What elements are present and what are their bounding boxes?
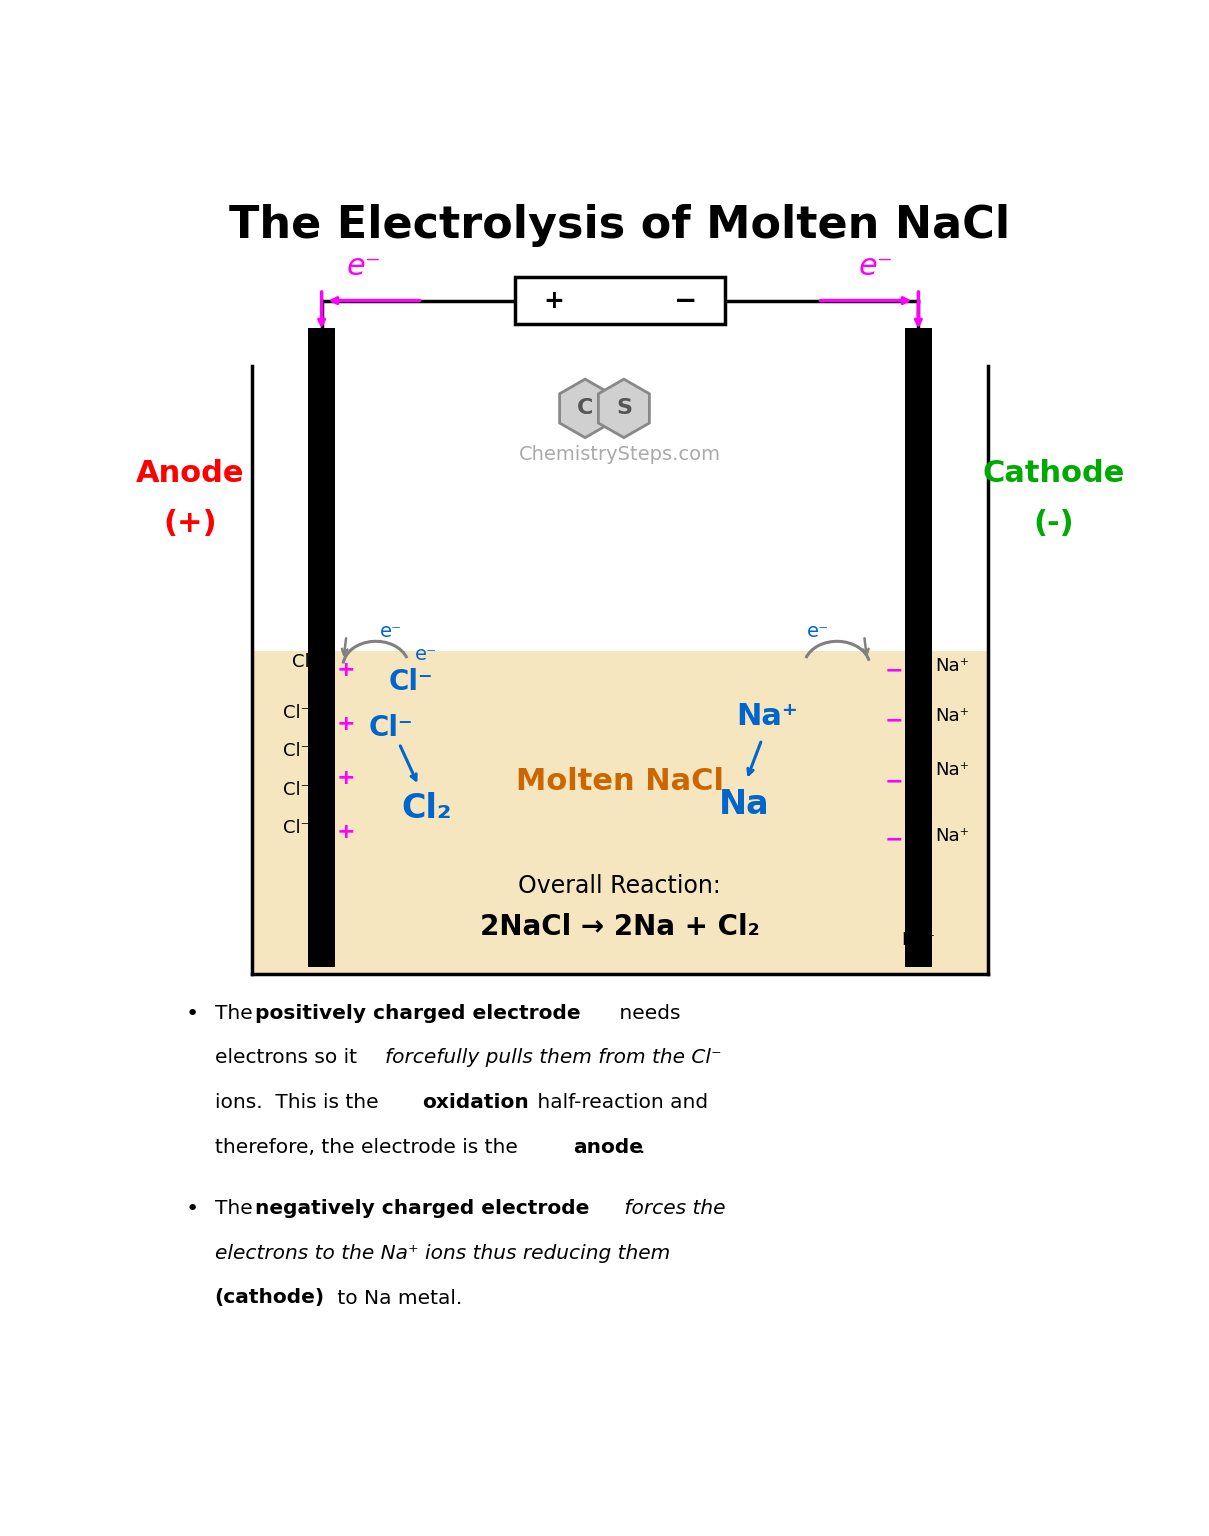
- Text: S: S: [615, 398, 632, 418]
- Text: forcefully pulls them from the Cl⁻: forcefully pulls them from the Cl⁻: [386, 1048, 722, 1068]
- Text: Cl⁻: Cl⁻: [283, 703, 310, 722]
- Text: +: +: [337, 660, 355, 680]
- Text: The: The: [215, 1003, 259, 1023]
- Text: oxidation: oxidation: [422, 1094, 530, 1112]
- Text: •: •: [186, 1003, 199, 1023]
- Text: −: −: [884, 660, 903, 680]
- Text: Na⁺: Na⁺: [902, 931, 936, 949]
- Text: Na: Na: [718, 788, 769, 822]
- Text: Na⁺: Na⁺: [936, 826, 970, 845]
- Text: e⁻: e⁻: [858, 252, 893, 281]
- Text: −: −: [884, 829, 903, 849]
- Text: to Na metal.: to Na metal.: [331, 1289, 462, 1307]
- Text: Overall Reaction:: Overall Reaction:: [519, 874, 721, 897]
- Text: Na⁺: Na⁺: [936, 657, 970, 676]
- Text: negatively charged electrode: negatively charged electrode: [255, 1200, 589, 1218]
- Text: (cathode): (cathode): [215, 1289, 325, 1307]
- Bar: [904, 327, 932, 966]
- Text: ions.  This is the: ions. This is the: [215, 1094, 384, 1112]
- Text: e⁻: e⁻: [381, 622, 403, 641]
- Bar: [515, 278, 724, 324]
- Text: positively charged electrode: positively charged electrode: [255, 1003, 580, 1023]
- Text: ChemistrySteps.com: ChemistrySteps.com: [519, 445, 721, 464]
- Text: electrons so it: electrons so it: [215, 1048, 363, 1068]
- Text: Cl⁻: Cl⁻: [388, 668, 433, 696]
- Text: (-): (-): [1034, 510, 1075, 539]
- Text: Na⁺: Na⁺: [736, 702, 798, 731]
- Text: +: +: [337, 768, 355, 788]
- Text: Anode: Anode: [135, 459, 244, 488]
- Text: +: +: [337, 714, 355, 734]
- Text: The: The: [215, 1200, 259, 1218]
- Text: therefore, the electrode is the: therefore, the electrode is the: [215, 1138, 523, 1157]
- Text: e⁻: e⁻: [415, 645, 438, 664]
- Text: half-reaction and: half-reaction and: [531, 1094, 708, 1112]
- Text: 2NaCl → 2Na + Cl₂: 2NaCl → 2Na + Cl₂: [480, 912, 759, 940]
- Text: Cl⁻: Cl⁻: [283, 819, 310, 837]
- Text: anode: anode: [573, 1138, 643, 1157]
- Text: needs: needs: [613, 1003, 681, 1023]
- Text: −: −: [884, 710, 903, 730]
- Text: +: +: [337, 822, 355, 842]
- Text: Na⁺: Na⁺: [936, 708, 970, 725]
- Text: Na⁺: Na⁺: [936, 762, 970, 779]
- Text: Cl⁻: Cl⁻: [283, 780, 310, 799]
- Text: −: −: [884, 771, 903, 793]
- Text: The Electrolysis of Molten NaCl: The Electrolysis of Molten NaCl: [229, 204, 1011, 247]
- Text: electrons to the Na⁺ ions thus reducing them: electrons to the Na⁺ ions thus reducing …: [215, 1244, 676, 1263]
- Text: C: C: [577, 398, 594, 418]
- Text: Cl⁻: Cl⁻: [308, 931, 335, 949]
- Text: forces the: forces the: [618, 1200, 725, 1218]
- Text: e⁻: e⁻: [806, 622, 828, 641]
- Text: e⁻: e⁻: [347, 252, 382, 281]
- Text: .: .: [638, 1138, 644, 1157]
- Text: Cl₂: Cl₂: [401, 793, 451, 825]
- Text: Molten NaCl: Molten NaCl: [515, 768, 724, 796]
- Text: +: +: [544, 289, 565, 313]
- Text: Cl: Cl: [293, 653, 310, 671]
- Text: −: −: [675, 287, 698, 315]
- Bar: [251, 651, 988, 974]
- Text: Cathode: Cathode: [983, 459, 1126, 488]
- Text: Cl⁻: Cl⁻: [369, 714, 413, 742]
- Text: Cl⁻: Cl⁻: [283, 742, 310, 760]
- Text: (+): (+): [163, 510, 216, 539]
- Bar: [308, 327, 335, 966]
- Text: •: •: [186, 1200, 199, 1220]
